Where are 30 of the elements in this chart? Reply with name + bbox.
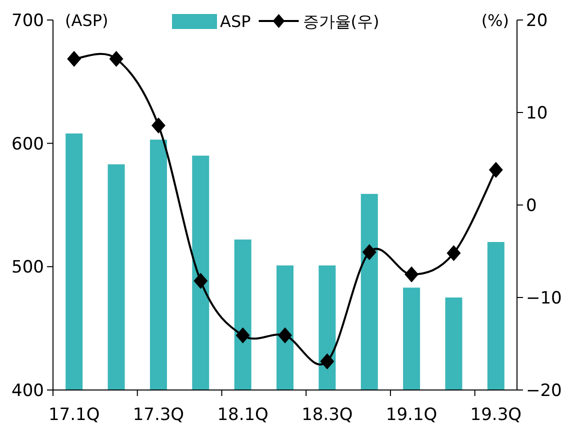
point (278, 327, 292, 344)
point (236, 327, 250, 344)
x-tick-label: 17.3Q (132, 405, 184, 425)
x-tick-label: 19.1Q (386, 405, 438, 425)
x-tick-label: 18.3Q (302, 405, 353, 425)
y2-tick-label: 20 (526, 11, 548, 31)
y-tick-label: 400 (12, 381, 44, 401)
point (446, 245, 461, 262)
point (67, 50, 82, 67)
y2-tick-label: −10 (526, 288, 562, 308)
legend-label: 증가율(우) (302, 12, 380, 31)
y-tick-label: 700 (12, 11, 44, 31)
point (488, 162, 503, 178)
y2-tick-label: 10 (526, 104, 548, 124)
y2-tick-label: 0 (526, 196, 537, 216)
x-tick-label: 19.3Q (470, 405, 522, 425)
y2-tick-label: −20 (526, 381, 562, 401)
point (320, 353, 334, 370)
y-axis-title: (ASP) (65, 11, 108, 30)
legend-label: ASP (220, 12, 252, 31)
y2-axis-title: (%) (481, 11, 509, 30)
point (109, 50, 124, 67)
point (151, 117, 166, 134)
x-tick-label: 17.1Q (48, 405, 100, 425)
x-tick-label: 18.1Q (217, 405, 268, 425)
point (362, 244, 376, 260)
y-tick-label: 500 (12, 258, 44, 278)
point (404, 266, 419, 282)
y-tick-label: 600 (12, 134, 44, 154)
point (194, 272, 208, 289)
